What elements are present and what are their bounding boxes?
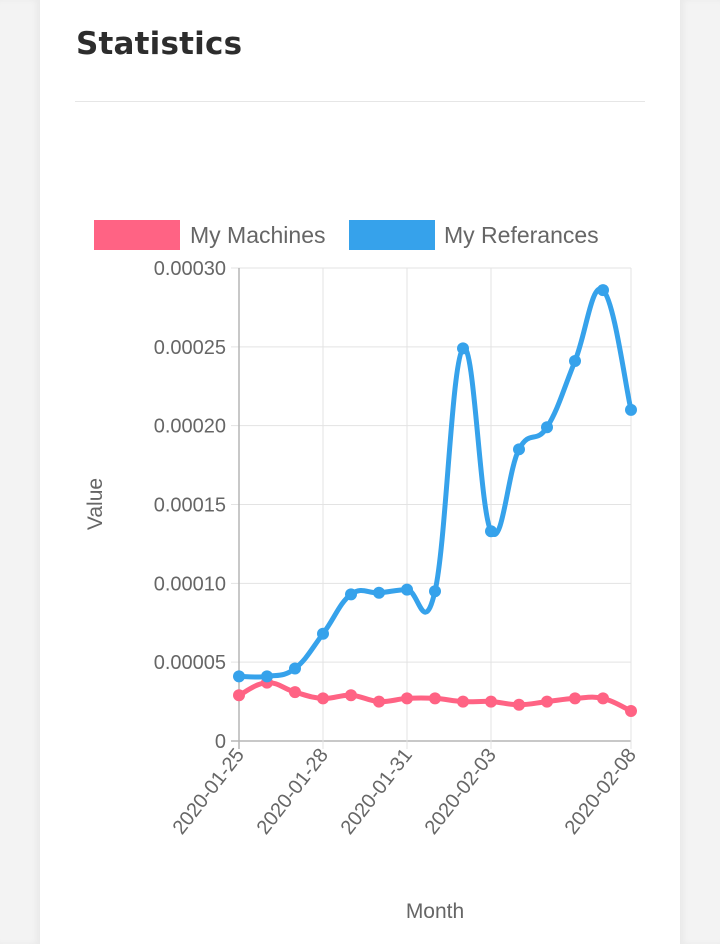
right-page-margin xyxy=(680,0,720,944)
data-point[interactable] xyxy=(373,586,385,599)
data-point[interactable] xyxy=(345,689,357,702)
x-axis-ticks: 2020-01-25 2020-01-28 2020-01-31 2020-02-03… xyxy=(169,745,641,839)
left-page-margin xyxy=(0,0,40,944)
data-point[interactable] xyxy=(569,355,581,368)
x-axis-title: Month xyxy=(406,900,464,923)
x-tick-label: 2020-01-28 xyxy=(253,745,333,839)
data-point[interactable] xyxy=(485,525,497,538)
title-divider xyxy=(75,101,645,102)
legend-label-2[interactable]: My Referances xyxy=(444,222,599,248)
x-tick-label: 2020-01-31 xyxy=(337,745,417,839)
data-point[interactable] xyxy=(429,585,441,598)
series-1 xyxy=(233,676,637,718)
data-point[interactable] xyxy=(513,443,525,456)
data-point[interactable] xyxy=(233,689,245,702)
data-point[interactable] xyxy=(401,583,413,596)
data-point[interactable] xyxy=(317,692,329,705)
card-title: Statistics xyxy=(76,26,243,62)
data-point[interactable] xyxy=(569,692,581,705)
chart-legend: My Machines My Referances xyxy=(94,220,599,250)
data-point[interactable] xyxy=(625,403,637,416)
data-point[interactable] xyxy=(597,284,609,297)
data-point[interactable] xyxy=(541,695,553,708)
legend-label-1[interactable]: My Machines xyxy=(190,222,325,248)
legend-swatch-1[interactable] xyxy=(94,220,180,250)
y-tick-label: 0.00005 xyxy=(154,652,226,674)
series-2 xyxy=(233,284,637,683)
data-point[interactable] xyxy=(289,662,301,675)
x-tick-label: 2020-02-03 xyxy=(421,745,501,839)
y-tick-label: 0 xyxy=(215,731,226,753)
data-point[interactable] xyxy=(289,686,301,699)
data-point[interactable] xyxy=(457,342,469,355)
y-tick-label: 0.00010 xyxy=(154,573,226,595)
data-point[interactable] xyxy=(457,695,469,708)
data-point[interactable] xyxy=(597,692,609,705)
y-tick-label: 0.00030 xyxy=(154,258,226,280)
chart-grid xyxy=(231,267,632,749)
y-axis-ticks: 0.00030 0.00025 0.00020 0.00015 0.00010 0.000… xyxy=(154,258,226,753)
data-point[interactable] xyxy=(373,695,385,708)
data-point[interactable] xyxy=(513,698,525,711)
statistics-card: Statistics My Machines My Referances 0.00… xyxy=(40,0,680,944)
y-axis-title: Value xyxy=(84,478,107,530)
y-tick-label: 0.00020 xyxy=(154,416,226,438)
data-point[interactable] xyxy=(541,421,553,434)
y-tick-label: 0.00025 xyxy=(154,337,226,359)
data-point[interactable] xyxy=(485,695,497,708)
data-point[interactable] xyxy=(345,588,357,601)
data-point[interactable] xyxy=(261,670,273,683)
chart-series xyxy=(233,284,637,718)
x-tick-label: 2020-01-25 xyxy=(169,745,249,839)
data-point[interactable] xyxy=(317,627,329,640)
y-tick-label: 0.00015 xyxy=(154,495,226,517)
data-point[interactable] xyxy=(625,705,637,718)
legend-swatch-2[interactable] xyxy=(349,220,435,250)
line-chart: My Machines My Referances 0.000300.000250… xyxy=(84,220,641,923)
data-point[interactable] xyxy=(401,692,413,705)
x-tick-label: 2020-02-08 xyxy=(561,745,641,839)
data-point[interactable] xyxy=(429,692,441,705)
data-point[interactable] xyxy=(233,670,245,683)
